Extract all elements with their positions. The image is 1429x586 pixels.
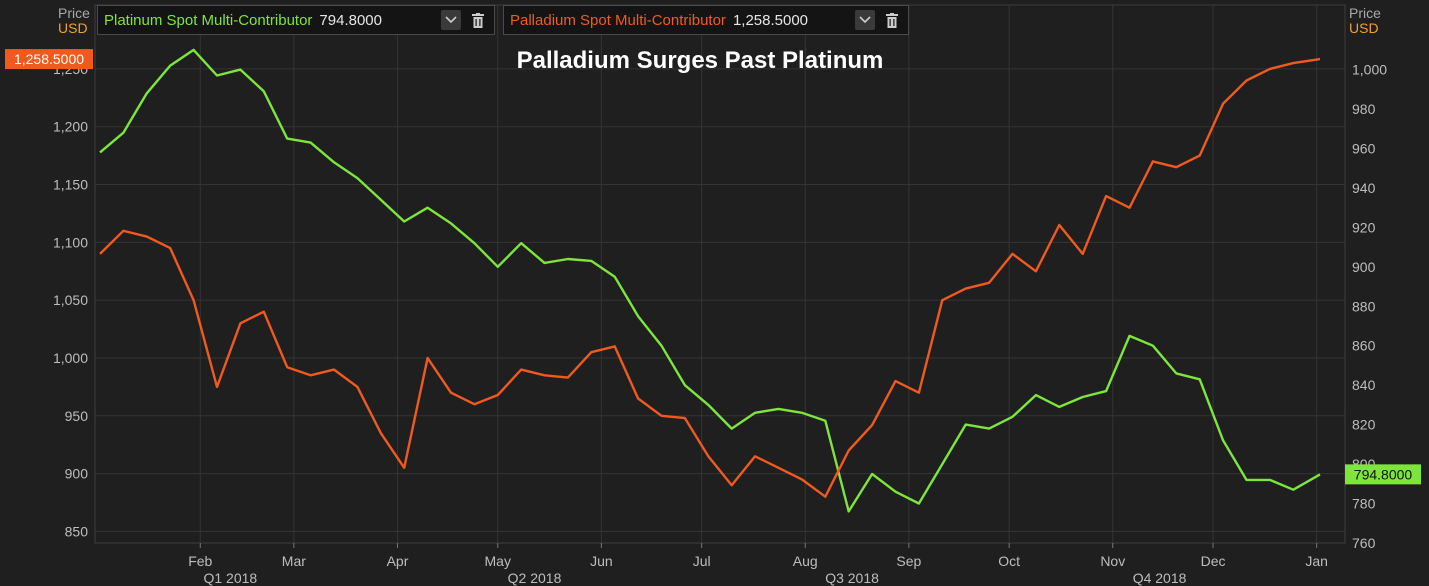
right-axis-tick-label: 840 bbox=[1352, 377, 1376, 393]
chevron-down-icon[interactable] bbox=[441, 10, 461, 30]
x-axis-month-label: Dec bbox=[1201, 553, 1226, 569]
legend-platinum-value: 794.8000 bbox=[319, 11, 382, 29]
grid-layer bbox=[94, 4, 1346, 544]
legend-platinum-name: Platinum Spot Multi-Contributor bbox=[104, 11, 313, 29]
legend-palladium-name: Palladium Spot Multi-Contributor bbox=[510, 11, 726, 29]
right-axis-tick-label: 820 bbox=[1352, 417, 1376, 433]
trash-icon[interactable] bbox=[882, 10, 902, 30]
platinum-last-value-badge bbox=[1345, 464, 1421, 485]
axes-layer: 8509009501,0001,0501,1001,1501,2001,2507… bbox=[5, 49, 1421, 586]
left-axis-header: Price USD bbox=[58, 6, 90, 36]
legend-platinum[interactable]: Platinum Spot Multi-Contributor 794.8000 bbox=[97, 5, 495, 35]
left-axis-tick-label: 1,100 bbox=[53, 234, 88, 250]
platinum-series-line bbox=[99, 48, 1321, 513]
legend-palladium-value: 1,258.5000 bbox=[732, 11, 809, 29]
right-axis-tick-label: 980 bbox=[1352, 101, 1376, 117]
x-axis-month-label: Jan bbox=[1305, 553, 1328, 569]
left-axis-unit-label: USD bbox=[58, 20, 88, 36]
left-axis-tick-label: 950 bbox=[65, 408, 89, 424]
legend-palladium[interactable]: Palladium Spot Multi-Contributor 1,258.5… bbox=[503, 5, 909, 35]
x-axis-month-label: Oct bbox=[998, 553, 1020, 569]
chevron-down-icon[interactable] bbox=[855, 10, 875, 30]
trash-icon[interactable] bbox=[468, 10, 488, 30]
x-axis-quarter-label: Q4 2018 bbox=[1133, 570, 1187, 586]
right-axis-tick-label: 880 bbox=[1352, 298, 1376, 314]
palladium-last-value-label: 1,258.5000 bbox=[14, 51, 84, 67]
x-axis-month-label: Apr bbox=[387, 553, 409, 569]
left-axis-tick-label: 1,200 bbox=[53, 119, 88, 135]
left-axis-tick-label: 900 bbox=[65, 466, 89, 482]
x-axis-quarter-label: Q1 2018 bbox=[203, 570, 257, 586]
palladium-last-value-badge bbox=[5, 49, 93, 70]
left-axis-tick-label: 850 bbox=[65, 523, 89, 539]
x-axis-quarter-label: Q3 2018 bbox=[825, 570, 879, 586]
x-axis-month-label: Jul bbox=[693, 553, 711, 569]
right-axis-unit-label: USD bbox=[1349, 20, 1379, 36]
right-axis-tick-label: 940 bbox=[1352, 180, 1376, 196]
x-axis-month-label: May bbox=[485, 553, 511, 569]
left-axis-tick-label: 1,000 bbox=[53, 350, 88, 366]
right-axis-header: Price USD bbox=[1349, 6, 1381, 36]
palladium-series-line bbox=[99, 57, 1321, 498]
x-axis-month-label: Nov bbox=[1100, 553, 1125, 569]
platinum-last-value-label: 794.8000 bbox=[1354, 466, 1413, 482]
x-axis-month-label: Aug bbox=[793, 553, 818, 569]
x-axis-month-label: Mar bbox=[282, 553, 306, 569]
x-axis-month-label: Jun bbox=[590, 553, 613, 569]
right-axis-tick-label: 780 bbox=[1352, 496, 1376, 512]
right-axis-tick-label: 760 bbox=[1352, 535, 1376, 551]
right-axis-tick-label: 860 bbox=[1352, 338, 1376, 354]
left-axis-tick-label: 1,150 bbox=[53, 177, 88, 193]
plot-area bbox=[94, 4, 1346, 544]
right-axis-tick-label: 920 bbox=[1352, 219, 1376, 235]
left-axis-price-label: Price bbox=[58, 5, 90, 21]
chart-title: Palladium Surges Past Platinum bbox=[517, 47, 884, 74]
x-axis-month-label: Sep bbox=[896, 553, 921, 569]
x-axis-quarter-label: Q2 2018 bbox=[508, 570, 562, 586]
right-axis-tick-label: 960 bbox=[1352, 140, 1376, 156]
right-axis-tick-label: 900 bbox=[1352, 259, 1376, 275]
series-layer bbox=[99, 48, 1321, 513]
x-axis-month-label: Feb bbox=[188, 553, 212, 569]
right-axis-tick-label: 1,000 bbox=[1352, 62, 1387, 78]
left-axis-tick-label: 1,050 bbox=[53, 292, 88, 308]
right-axis-price-label: Price bbox=[1349, 5, 1381, 21]
